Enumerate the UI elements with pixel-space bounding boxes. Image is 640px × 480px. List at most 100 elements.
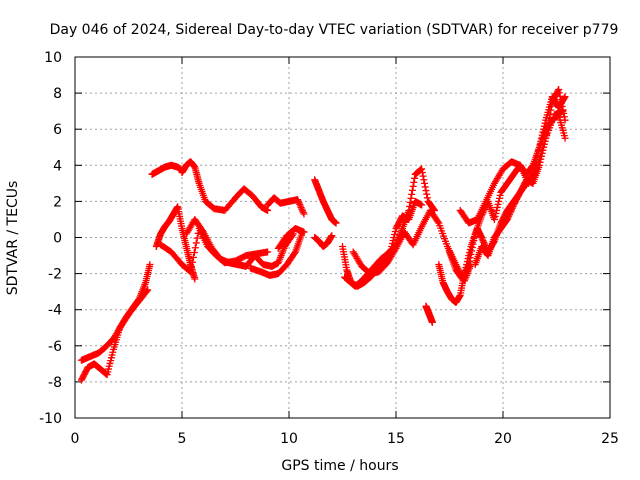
data-point [186,267,194,275]
data-point [459,273,467,281]
y-tick-label: -2 [48,267,62,283]
data-point [423,190,431,198]
x-tick-label: 5 [178,431,187,447]
data-point [507,207,515,215]
x-tick-label: 20 [494,431,512,447]
data-point [294,197,302,205]
data-point [296,202,304,210]
x-tick-label: 15 [387,431,405,447]
data-point [421,183,429,191]
data-point [143,287,151,295]
y-tick-label: 8 [53,86,62,102]
data-point [480,238,488,246]
data-point [463,264,471,272]
data-point [506,209,514,217]
data-point [460,272,468,280]
data-point [559,107,567,115]
data-point [189,253,197,261]
data-point [467,250,475,258]
series-trace_p [422,302,436,326]
y-tick-label: 4 [53,158,62,174]
data-point [191,275,199,283]
data-point [495,194,503,202]
data-point [418,165,426,173]
data-point [409,182,417,190]
data-point [541,137,549,145]
grid-lines [75,57,610,418]
data-point [533,161,541,169]
data-point [505,212,513,220]
series-trace_g [182,215,297,270]
data-point [495,197,503,205]
data-point [540,140,548,148]
data-point [193,234,201,242]
data-point [561,116,569,124]
series-trace_o [349,206,475,285]
data-point [557,96,565,104]
axis-ticks: 0 5 10 15 20 25 -10 -8 -6 -4 -2 0 2 4 6 8 10 [39,50,619,447]
data-point [547,106,555,114]
data-point [411,174,419,182]
series-trace_l [311,232,336,251]
data-point [187,268,195,276]
data-point [555,89,563,97]
data-point [504,214,512,222]
data-point [192,239,200,247]
data-point [508,206,516,214]
data-point [494,200,502,208]
data-point [555,85,563,93]
series-trace_j [274,224,308,252]
y-tick-label: 2 [53,194,62,210]
data-point [418,169,426,177]
data-point [298,205,306,213]
data-point [464,262,472,270]
data-point [410,178,418,186]
y-tick-label: -6 [48,339,62,355]
data-point [493,203,501,211]
data-point [391,227,399,235]
y-tick-label: 0 [53,231,62,247]
data-point [421,179,429,187]
data-point [422,187,430,195]
chart-title: Day 046 of 2024, Sidereal Day-to-day VTE… [50,22,619,38]
data-point [491,212,499,220]
data-point [408,186,416,194]
series-trace_b [77,286,152,364]
data-point [465,261,473,269]
data-point [407,194,415,202]
data-point [492,209,500,217]
data-point [470,237,478,245]
data-point [418,201,426,209]
y-tick-label: -10 [39,411,62,427]
data-point [557,99,565,107]
data-point [296,200,304,208]
data-point [332,219,340,227]
data-point [561,134,569,142]
data-point [509,203,517,211]
series-trace_t [456,107,567,227]
data-point [536,152,544,160]
data-point [428,318,436,326]
data-point [528,162,536,170]
data-point [297,204,305,212]
data-point [496,191,504,199]
data-point [560,113,568,121]
data-point [458,275,466,283]
series-trace_a [77,261,154,384]
data-point [299,208,307,216]
data-point [463,265,471,273]
data-point [294,196,302,204]
data-point [144,286,152,294]
series-trace_i [264,194,308,218]
data-point [493,206,501,214]
data-point [188,263,196,271]
x-tick-label: 0 [71,431,80,447]
data-point [534,158,542,166]
data-point [420,176,428,184]
data-point [478,234,486,241]
data-point [460,270,468,278]
x-tick-label: 25 [601,431,619,447]
data-point [391,230,399,238]
y-tick-label: 10 [44,50,62,66]
